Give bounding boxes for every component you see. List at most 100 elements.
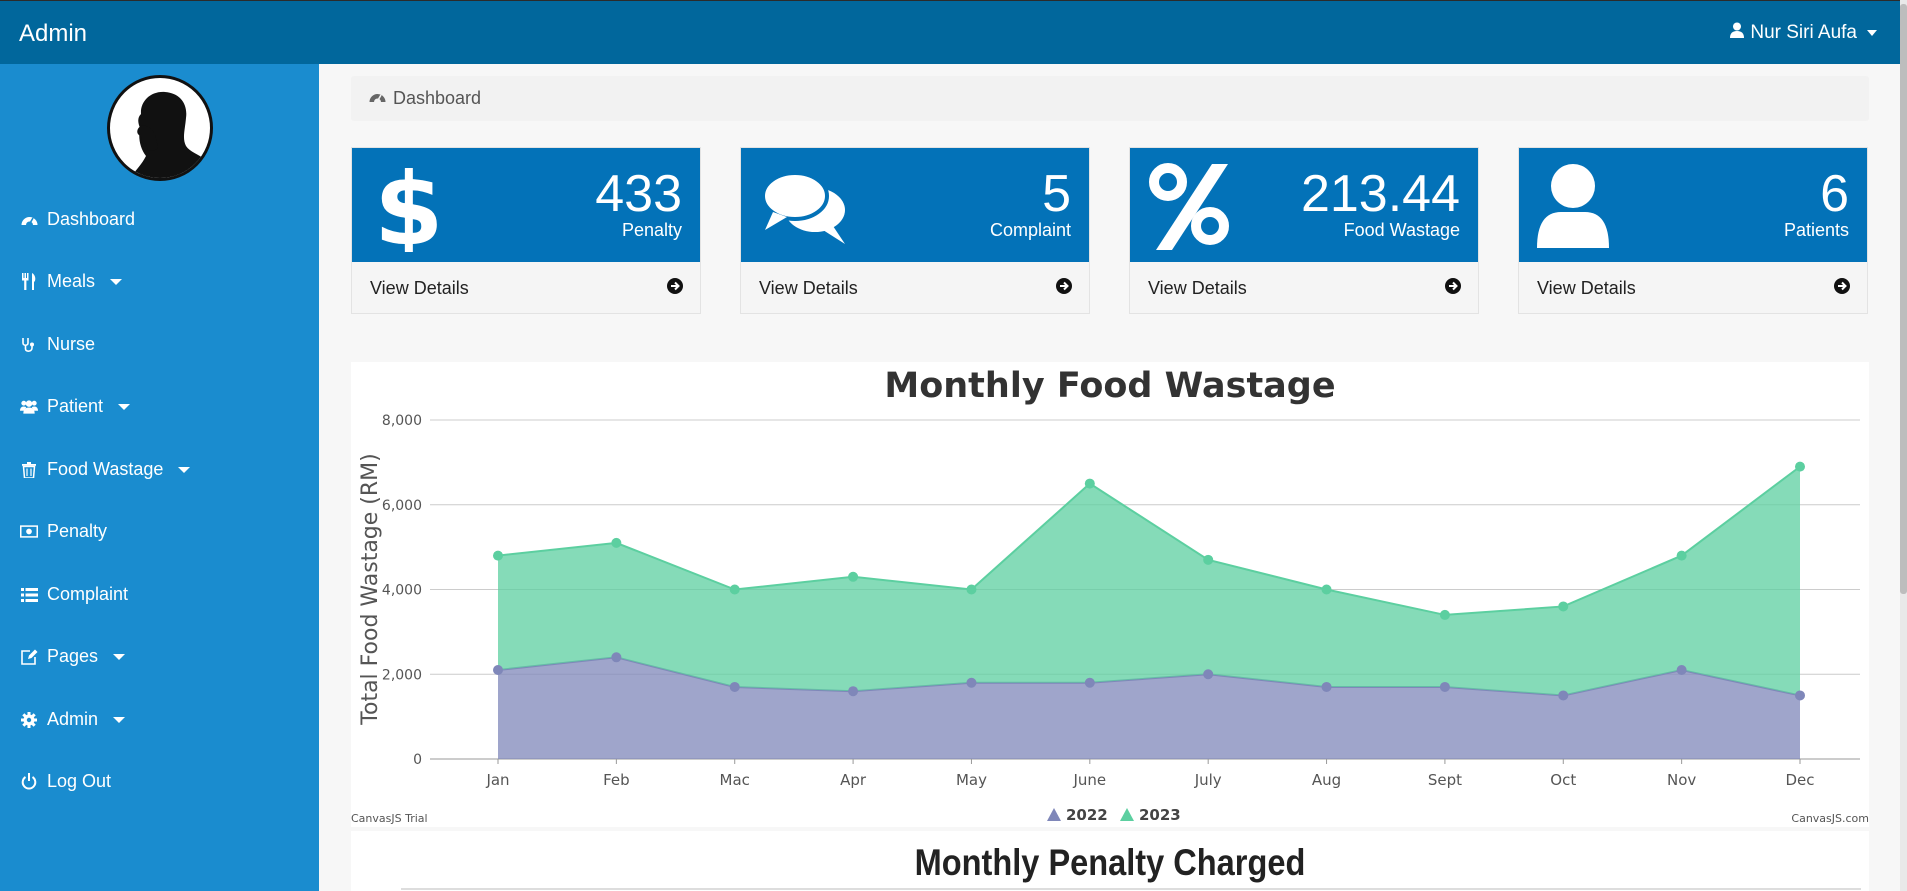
data-point[interactable] — [611, 652, 622, 663]
sidebar-item-penalty[interactable]: Penalty — [20, 521, 107, 542]
series-area-2022 — [498, 657, 1800, 759]
data-point[interactable] — [729, 584, 740, 595]
card-header: 5 Complaint — [741, 148, 1089, 262]
food-wastage-card: 213.44 Food Wastage View Details — [1129, 147, 1479, 314]
data-point[interactable] — [729, 681, 740, 692]
view-details-link[interactable]: View Details — [352, 262, 700, 314]
sidebar: Dashboard Meals Nurse Patient Food Wasta… — [0, 64, 319, 891]
dollar-icon: $ — [370, 151, 460, 268]
x-tick-label: Sept — [1428, 771, 1462, 789]
data-point[interactable] — [966, 584, 977, 595]
data-point[interactable] — [1203, 669, 1214, 680]
view-details-label: View Details — [1537, 277, 1636, 298]
x-tick-label: Jan — [485, 771, 509, 789]
sidebar-item-pages[interactable]: Pages — [20, 646, 126, 667]
data-point[interactable] — [848, 571, 859, 582]
page-scrollbar[interactable] — [1900, 0, 1907, 891]
arrow-circle-right-icon — [1445, 277, 1461, 299]
data-point[interactable] — [493, 665, 503, 676]
view-details-label: View Details — [759, 277, 858, 298]
sidebar-item-food-wastage[interactable]: Food Wastage — [20, 459, 191, 480]
card-value: 6 — [1820, 165, 1849, 223]
legend-marker — [1120, 808, 1134, 821]
data-point[interactable] — [1439, 681, 1450, 692]
card-label: Food Wastage — [1343, 220, 1460, 240]
sidebar-item-label: Log Out — [47, 771, 112, 791]
y-tick-label: 8,000 — [382, 413, 422, 429]
data-point[interactable] — [1439, 609, 1450, 620]
data-point[interactable] — [1084, 478, 1095, 489]
card-value: 433 — [595, 165, 682, 223]
data-point[interactable] — [1321, 681, 1332, 692]
sidebar-item-label: Meals — [47, 271, 96, 291]
data-point[interactable] — [1676, 550, 1687, 561]
data-point[interactable] — [1084, 677, 1095, 688]
x-tick-label: Nov — [1667, 771, 1696, 789]
data-point[interactable] — [1558, 690, 1569, 701]
x-tick-label: Apr — [840, 771, 867, 789]
food-wastage-chart[interactable]: Monthly Food Wastage 0 2,000 4,000 6,000 8,0… — [351, 362, 1869, 827]
sidebar-item-nurse[interactable]: Nurse — [20, 334, 95, 355]
sidebar-item-dashboard[interactable]: Dashboard — [20, 209, 135, 230]
complaint-card: 5 Complaint View Details — [740, 147, 1090, 314]
legend-marker — [1047, 808, 1061, 821]
sidebar-item-label: Dashboard — [47, 209, 136, 229]
sidebar-item-admin[interactable]: Admin — [20, 709, 126, 730]
money-icon — [20, 523, 38, 541]
scrollbar-thumb[interactable] — [1900, 4, 1907, 594]
brand-title[interactable]: Admin — [19, 20, 88, 47]
view-details-link[interactable]: View Details — [1130, 262, 1478, 314]
data-point[interactable] — [1558, 601, 1569, 612]
food-wastage-chart-panel: Monthly Food Wastage 0 2,000 4,000 6,000 8,0… — [351, 362, 1869, 827]
arrow-circle-right-icon — [1834, 277, 1850, 299]
legend-item-2022[interactable]: 2022 — [1047, 806, 1108, 824]
data-point[interactable] — [1676, 665, 1687, 676]
gear-icon — [20, 711, 38, 729]
sidebar-item-complaint[interactable]: Complaint — [20, 584, 128, 605]
watermark-right[interactable]: CanvasJS.com — [1791, 812, 1869, 825]
data-point[interactable] — [848, 686, 859, 697]
card-value: 213.44 — [1300, 165, 1460, 223]
card-value: 5 — [1042, 165, 1071, 223]
breadcrumb-label: Dashboard — [393, 88, 482, 108]
chevron-down-icon — [178, 466, 191, 473]
series-area-2023 — [498, 466, 1800, 696]
dashboard-icon — [369, 88, 386, 109]
data-point[interactable] — [611, 537, 622, 548]
sidebar-item-patient[interactable]: Patient — [20, 396, 131, 417]
data-point[interactable] — [493, 550, 503, 561]
sidebar-item-meals[interactable]: Meals — [20, 271, 123, 292]
series-line-2023 — [497, 465, 1801, 616]
legend-item-2023[interactable]: 2023 — [1120, 806, 1181, 824]
user-icon — [1537, 160, 1627, 252]
data-point[interactable] — [1203, 554, 1214, 565]
user-icon — [1730, 22, 1745, 44]
x-tick-label: Aug — [1312, 771, 1341, 789]
y-axis-label: Total Food Wastage (RM) — [358, 453, 383, 725]
admin-avatar — [107, 75, 213, 181]
data-point[interactable] — [1321, 584, 1332, 595]
user-menu[interactable]: Nur Siri Aufa — [1730, 22, 1877, 44]
x-tick-label: Oct — [1550, 771, 1576, 789]
x-tick-label: Dec — [1785, 771, 1814, 789]
sidebar-item-label: Nurse — [47, 334, 96, 354]
sidebar-item-log-out[interactable]: Log Out — [20, 771, 111, 792]
chevron-down-icon — [110, 278, 123, 285]
stethoscope-icon — [20, 336, 38, 354]
view-details-link[interactable]: View Details — [741, 262, 1089, 314]
view-details-link[interactable]: View Details — [1519, 262, 1867, 314]
list-icon — [20, 586, 38, 604]
penalty-card: $ 433 Penalty View Details — [351, 147, 701, 314]
data-point[interactable] — [966, 677, 977, 688]
x-tick-label: July — [1194, 771, 1222, 789]
user-name: Nur Siri Aufa — [1750, 22, 1857, 43]
card-header: 213.44 Food Wastage — [1130, 148, 1478, 262]
dashboard-icon — [20, 211, 38, 229]
data-point[interactable] — [1795, 461, 1805, 472]
y-tick-label: 4,000 — [382, 583, 422, 599]
woman-silhouette-icon — [130, 91, 206, 178]
data-point[interactable] — [1795, 690, 1805, 701]
x-tick-label: May — [956, 771, 987, 789]
chevron-down-icon — [113, 653, 126, 660]
sidebar-item-label: Complaint — [47, 584, 129, 604]
